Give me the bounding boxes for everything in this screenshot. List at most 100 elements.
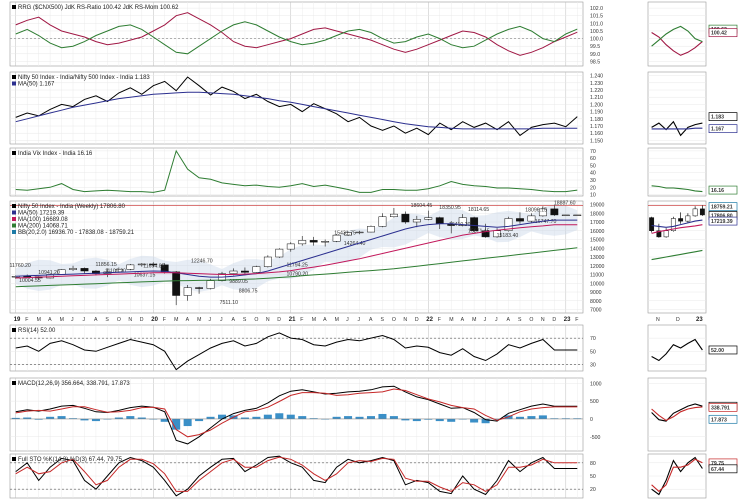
y-tick-label: 13000 xyxy=(590,255,605,261)
macd-histogram-bar xyxy=(286,414,295,419)
month-label: 20 xyxy=(151,317,158,323)
legend-swatch xyxy=(12,81,16,86)
month-label: J xyxy=(495,317,498,323)
y-tick-label: 9000 xyxy=(590,290,602,296)
candle-body xyxy=(332,234,341,242)
value-badge-text: 16.16 xyxy=(711,188,724,194)
candle-body xyxy=(149,263,158,266)
y-tick-label: 10 xyxy=(590,193,596,199)
legend-entry: Nifty 50 Index - India/Nifty 500 Index -… xyxy=(18,75,150,81)
month-label: O xyxy=(254,317,258,323)
zoom-series--k xyxy=(651,456,703,496)
legend-entry: RSI(14) 52.00 xyxy=(18,328,56,334)
macd-histogram-bar xyxy=(183,418,192,427)
y-tick-label: 1.200 xyxy=(590,102,603,108)
zoom-month-label: N xyxy=(656,317,660,323)
value-badge xyxy=(708,202,738,211)
zoom-series-jdk-rs-mom xyxy=(651,25,703,47)
y-tick-label: 14000 xyxy=(590,246,605,252)
macd-histogram-bar xyxy=(435,418,444,422)
series-rsi xyxy=(15,332,578,371)
value-badge-text: 17806.80 xyxy=(711,213,733,219)
zoom-candle-body xyxy=(649,217,655,231)
value-badge xyxy=(708,28,738,38)
y-tick-label: 7000 xyxy=(590,308,602,314)
y-tick-label: 20 xyxy=(590,185,596,191)
candle-body xyxy=(321,241,330,243)
month-label: J xyxy=(346,317,349,323)
zoom-series-signal xyxy=(651,406,703,422)
price-annotation: 15671.45 xyxy=(468,229,490,235)
candle-body xyxy=(80,268,89,272)
month-label: F xyxy=(438,317,441,323)
candle-body xyxy=(504,218,513,231)
macd-histogram-bar xyxy=(332,416,341,419)
month-label: A xyxy=(94,317,98,323)
y-tick-label: 15000 xyxy=(590,238,605,244)
price-annotation: 15431.75 xyxy=(334,231,356,237)
macd-histogram-bar xyxy=(91,418,100,422)
candle-body xyxy=(458,217,467,226)
macd-histogram-bar xyxy=(344,416,353,419)
zoom-series-india-vix xyxy=(651,185,703,193)
candle-body xyxy=(275,248,284,258)
month-label: D xyxy=(415,317,419,323)
y-tick-label: 20 xyxy=(590,487,596,493)
macd-histogram-bar xyxy=(11,417,20,419)
month-label: D xyxy=(552,317,556,323)
series-ma-100- xyxy=(15,224,578,279)
price-annotation: 10941.20 xyxy=(38,270,60,276)
y-tick-label: 99.5 xyxy=(590,44,600,50)
series-ma-50- xyxy=(15,91,578,130)
macd-histogram-bar xyxy=(493,418,502,420)
y-tick-label: 1.190 xyxy=(590,110,603,116)
candle-body xyxy=(286,243,295,250)
month-label: A xyxy=(369,317,373,323)
y-tick-label: 16000 xyxy=(590,229,605,235)
price-annotation: 16747.70 xyxy=(535,219,557,225)
month-label: D xyxy=(140,317,144,323)
month-label: S xyxy=(380,317,384,323)
legend-swatch xyxy=(12,5,16,9)
month-label: M xyxy=(472,317,476,323)
month-label: A xyxy=(186,317,190,323)
macd-histogram-bar xyxy=(126,416,135,419)
zoom-candle-body xyxy=(692,208,698,217)
legend-swatch xyxy=(12,457,16,461)
candle-body xyxy=(241,270,249,273)
panel-frame xyxy=(9,147,584,197)
month-label: J xyxy=(209,317,212,323)
price-annotation: 9889.05 xyxy=(229,279,248,285)
month-label: D xyxy=(277,317,281,323)
candle-body xyxy=(69,268,77,270)
y-tick-label: 102.0 xyxy=(590,6,603,12)
value-badge-text: 17.873 xyxy=(711,417,727,423)
y-tick-label: 70 xyxy=(590,336,596,342)
candle-body xyxy=(355,231,364,234)
candle-body xyxy=(367,226,375,233)
month-label: M xyxy=(335,317,339,323)
macd-histogram-bar xyxy=(561,418,570,419)
month-label: M xyxy=(197,317,201,323)
month-label: N xyxy=(128,317,132,323)
month-axis: 19 F M A M J J A S O N D 20 F M A M J J A S O N D 21 F M A M J J A S O N D 2… xyxy=(14,317,704,323)
macd-histogram-bar xyxy=(172,418,181,430)
zoom-series--d xyxy=(651,458,703,493)
value-badge xyxy=(708,216,738,226)
y-tick-label: 18000 xyxy=(590,211,605,217)
legend-entry: MA(50) 17219.39 xyxy=(18,211,65,217)
candle-body xyxy=(172,271,181,296)
series-signal xyxy=(15,388,578,438)
month-label: J xyxy=(484,317,487,323)
panel-sto: 80 50 20 Full STO %K(14,3) %D(3) 67.44, 79.… xyxy=(9,453,738,499)
month-label: S xyxy=(105,317,109,323)
macd-histogram-bar xyxy=(538,415,547,419)
month-label: O xyxy=(117,317,121,323)
y-tick-label: 1.180 xyxy=(590,117,603,123)
value-badge-text: 79.75 xyxy=(711,461,724,467)
y-tick-label: 101.5 xyxy=(590,14,603,20)
legend-swatch xyxy=(12,223,16,228)
